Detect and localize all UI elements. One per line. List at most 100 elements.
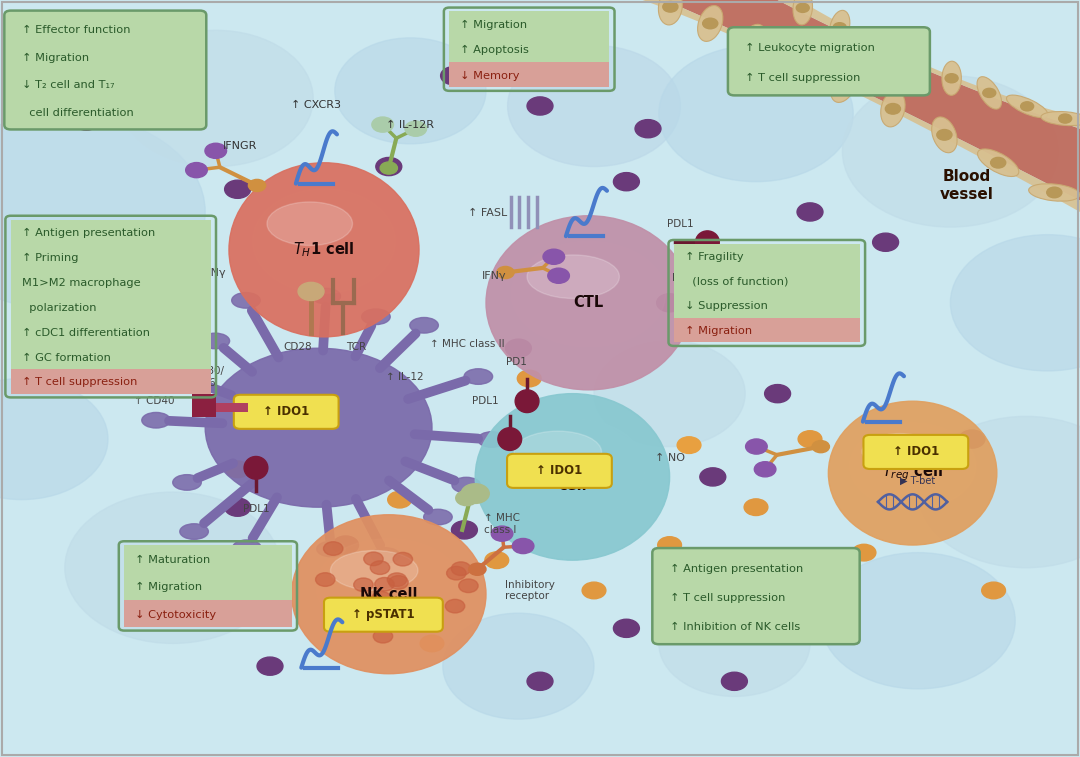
Text: ↑ MHC class II: ↑ MHC class II <box>430 339 504 350</box>
Text: ↑ Antigen presentation: ↑ Antigen presentation <box>22 228 154 238</box>
Circle shape <box>375 578 394 591</box>
Circle shape <box>485 552 509 569</box>
FancyBboxPatch shape <box>674 244 860 318</box>
Ellipse shape <box>173 475 201 491</box>
Text: polarization: polarization <box>22 303 96 313</box>
Circle shape <box>658 537 681 553</box>
Text: CTL: CTL <box>573 295 604 310</box>
Text: ▶ T-bet: ▶ T-bet <box>901 475 935 486</box>
Ellipse shape <box>292 515 486 674</box>
Text: cell differentiation: cell differentiation <box>22 107 133 117</box>
Circle shape <box>796 3 809 12</box>
Circle shape <box>842 76 1058 227</box>
Text: ↑ MHC
class I: ↑ MHC class I <box>484 513 519 534</box>
FancyBboxPatch shape <box>864 435 968 469</box>
Text: ↑ Priming: ↑ Priming <box>22 253 78 263</box>
Circle shape <box>945 73 958 83</box>
Text: PDL1: PDL1 <box>243 503 269 514</box>
Circle shape <box>1058 114 1071 123</box>
Ellipse shape <box>698 5 723 42</box>
Circle shape <box>512 538 534 553</box>
Text: IFNγ: IFNγ <box>202 267 226 278</box>
Circle shape <box>907 58 920 67</box>
Ellipse shape <box>312 288 340 304</box>
Circle shape <box>372 117 393 132</box>
Ellipse shape <box>232 540 261 556</box>
Text: ↑ IL-12: ↑ IL-12 <box>387 372 423 382</box>
Circle shape <box>798 431 822 447</box>
FancyBboxPatch shape <box>324 598 443 631</box>
Text: ↑ NO: ↑ NO <box>149 344 179 355</box>
Text: ↑ cDC1 differentiation: ↑ cDC1 differentiation <box>22 328 150 338</box>
Circle shape <box>461 484 489 503</box>
Ellipse shape <box>866 29 888 62</box>
Circle shape <box>789 57 805 67</box>
Polygon shape <box>643 0 1080 212</box>
Circle shape <box>365 597 384 611</box>
Ellipse shape <box>512 242 665 347</box>
Text: TCR: TCR <box>347 342 366 352</box>
Ellipse shape <box>696 231 719 254</box>
Circle shape <box>445 600 464 613</box>
Circle shape <box>315 573 335 587</box>
Text: M1>M2 macrophage: M1>M2 macrophage <box>22 278 140 288</box>
FancyBboxPatch shape <box>4 11 206 129</box>
Text: ↑ GC formation: ↑ GC formation <box>22 353 110 363</box>
Ellipse shape <box>977 149 1018 176</box>
Circle shape <box>298 282 324 301</box>
FancyBboxPatch shape <box>449 62 609 87</box>
Circle shape <box>517 370 541 387</box>
Circle shape <box>594 341 745 447</box>
Ellipse shape <box>372 547 400 563</box>
Ellipse shape <box>831 67 856 102</box>
Circle shape <box>829 309 855 327</box>
FancyBboxPatch shape <box>11 220 211 369</box>
FancyBboxPatch shape <box>508 454 612 488</box>
Text: ↑ Leukocyte migration: ↑ Leukocyte migration <box>745 43 875 53</box>
Ellipse shape <box>904 45 924 79</box>
Circle shape <box>821 553 1015 689</box>
Text: ↑ IL-12R: ↑ IL-12R <box>387 120 434 130</box>
Text: ↑ Migration: ↑ Migration <box>460 20 527 30</box>
Circle shape <box>380 162 397 174</box>
Text: ↓ Suppression: ↓ Suppression <box>685 301 768 311</box>
Ellipse shape <box>143 360 171 375</box>
Ellipse shape <box>932 117 957 153</box>
Text: ↑ Migration: ↑ Migration <box>22 53 89 63</box>
Circle shape <box>441 67 467 85</box>
Text: ↑ T cell suppression: ↑ T cell suppression <box>22 378 137 388</box>
Circle shape <box>149 286 175 304</box>
Circle shape <box>1047 187 1062 198</box>
Ellipse shape <box>423 509 453 525</box>
Circle shape <box>659 590 810 696</box>
Circle shape <box>613 173 639 191</box>
Circle shape <box>456 491 477 506</box>
Circle shape <box>582 582 606 599</box>
Circle shape <box>389 575 408 589</box>
Text: ↓ Cytotoxicity: ↓ Cytotoxicity <box>135 609 216 619</box>
Circle shape <box>65 492 281 643</box>
Circle shape <box>950 235 1080 371</box>
Text: PDL1: PDL1 <box>472 396 499 407</box>
Circle shape <box>335 38 486 144</box>
Ellipse shape <box>451 478 481 493</box>
Ellipse shape <box>409 317 438 333</box>
Text: ↑ CXCR3: ↑ CXCR3 <box>292 100 341 110</box>
Circle shape <box>451 562 471 575</box>
Circle shape <box>936 129 951 140</box>
Text: $T_H$1 cell: $T_H$1 cell <box>293 241 355 259</box>
Ellipse shape <box>1007 95 1048 117</box>
Circle shape <box>959 430 985 448</box>
Circle shape <box>354 578 374 592</box>
Ellipse shape <box>141 413 171 428</box>
Circle shape <box>745 439 767 454</box>
Text: ↑ Apoptosis: ↑ Apoptosis <box>460 45 529 55</box>
Circle shape <box>491 526 513 541</box>
Circle shape <box>873 233 899 251</box>
Polygon shape <box>664 0 1080 201</box>
Ellipse shape <box>244 456 268 479</box>
Circle shape <box>700 468 726 486</box>
Circle shape <box>1021 101 1034 111</box>
Text: IFNGR: IFNGR <box>222 142 257 151</box>
Ellipse shape <box>464 369 492 385</box>
